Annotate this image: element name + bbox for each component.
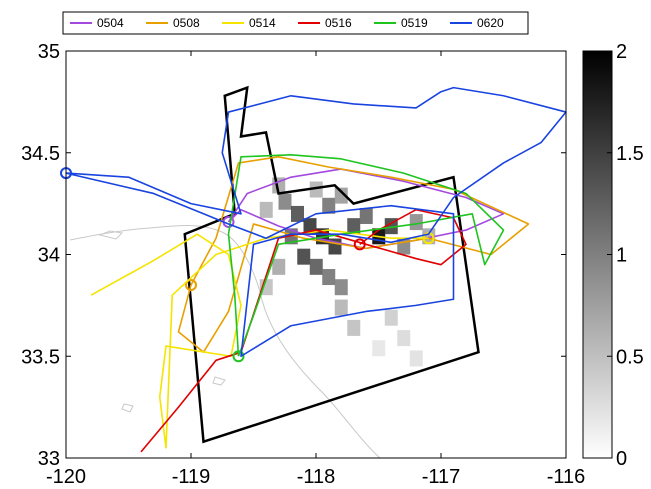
legend-label-0514: 0514 bbox=[249, 16, 276, 30]
legend-label-0504: 0504 bbox=[97, 16, 124, 30]
legend-label-0620: 0620 bbox=[477, 16, 504, 30]
heatmap-layer bbox=[259, 177, 436, 367]
series-line-0504 bbox=[227, 168, 505, 250]
heat-cell bbox=[422, 228, 436, 245]
series-endpoint-0519 bbox=[232, 350, 245, 363]
x-tick-label: -119 bbox=[172, 466, 211, 488]
heat-cell bbox=[297, 248, 311, 265]
heat-cell bbox=[309, 181, 323, 198]
heat-cell bbox=[322, 197, 336, 214]
heat-cell bbox=[347, 319, 361, 336]
heat-cell bbox=[334, 299, 348, 316]
y-tick-label: 34.5 bbox=[21, 143, 60, 165]
heat-cell bbox=[284, 228, 298, 245]
legend: 0504 0508 0514 0516 0519 0620 bbox=[62, 11, 529, 35]
heat-cell bbox=[322, 269, 336, 286]
domain-boundary bbox=[183, 85, 480, 444]
heat-cell bbox=[278, 193, 292, 210]
heat-cell bbox=[309, 258, 323, 275]
x-tick-label: -118 bbox=[297, 466, 336, 488]
coastline-layer bbox=[69, 225, 381, 459]
legend-box bbox=[62, 11, 529, 35]
y-tick-label: 33.5 bbox=[21, 346, 60, 368]
colorbar-tick-label: 1.5 bbox=[616, 143, 644, 165]
island-3 bbox=[121, 403, 134, 413]
x-tick-label: -117 bbox=[422, 466, 461, 488]
y-tick-label: 35 bbox=[38, 41, 60, 63]
colorbar-tick-label: 0.5 bbox=[616, 346, 644, 368]
colorbar-tick-label: 2 bbox=[616, 41, 627, 63]
series-line-0620 bbox=[65, 86, 567, 358]
coastline bbox=[69, 225, 381, 459]
heat-cell bbox=[359, 207, 373, 224]
heat-cell bbox=[334, 279, 348, 296]
legend-label-0519: 0519 bbox=[401, 16, 428, 30]
island-2 bbox=[212, 376, 226, 386]
heat-cell bbox=[272, 258, 286, 275]
legend-label-0516: 0516 bbox=[325, 16, 352, 30]
heat-cell bbox=[334, 187, 348, 204]
heat-cell bbox=[259, 201, 273, 218]
series-layer bbox=[60, 86, 567, 453]
heat-cell bbox=[372, 340, 386, 357]
series-line-0514 bbox=[90, 229, 429, 449]
x-tick-label: -120 bbox=[46, 466, 86, 488]
heat-cell bbox=[397, 330, 411, 347]
heat-cell bbox=[384, 309, 398, 326]
legend-label-0508: 0508 bbox=[173, 16, 200, 30]
boundary-layer bbox=[183, 85, 480, 444]
colorbar-tick-label: 1 bbox=[616, 245, 627, 267]
heat-cell bbox=[409, 350, 423, 367]
series-endpoint-0508 bbox=[185, 279, 197, 292]
heat-cell bbox=[291, 205, 304, 222]
plot-area: -120 -119 -118 -117 -116 33 33.5 34 34.5 35 bbox=[21, 41, 585, 488]
x-tick-label: -116 bbox=[547, 466, 586, 488]
y-axis: 33 33.5 34 34.5 35 bbox=[21, 41, 566, 470]
y-tick-label: 34 bbox=[38, 245, 60, 267]
y-tick-label: 33 bbox=[38, 448, 60, 470]
colorbar: 0 0.5 1 1.5 2 bbox=[582, 41, 644, 470]
heat-cell bbox=[409, 214, 423, 231]
series-endpoint-0516 bbox=[353, 238, 366, 251]
x-axis: -120 -119 -118 -117 -116 bbox=[46, 51, 585, 488]
series-line-0516 bbox=[140, 208, 467, 453]
island-1 bbox=[98, 230, 124, 240]
heat-cell bbox=[347, 218, 361, 235]
colorbar-tick-label: 0 bbox=[616, 448, 627, 470]
